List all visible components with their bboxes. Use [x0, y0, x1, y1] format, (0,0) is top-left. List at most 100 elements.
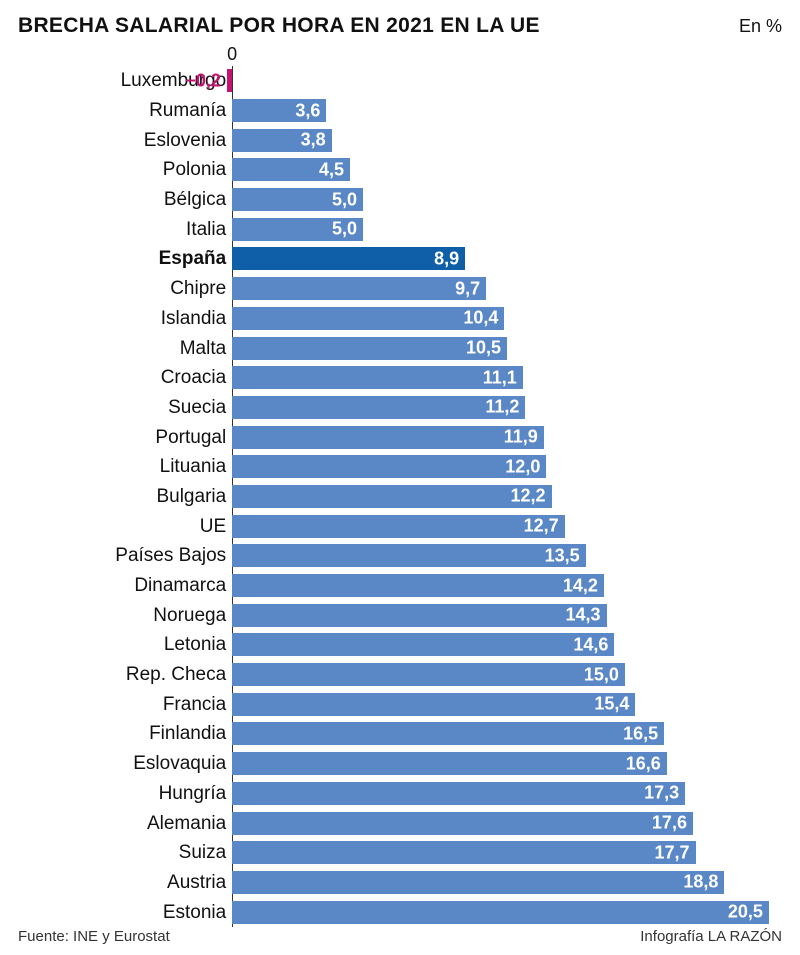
- bar: 11,2: [232, 396, 525, 419]
- credit-text: Infografía LA RAZÓN: [640, 928, 782, 945]
- bar-label: Suecia: [168, 398, 232, 417]
- bar: 8,9: [232, 247, 465, 270]
- bar-row: Lituania12,0: [18, 452, 782, 482]
- bar-row: UE12,7: [18, 511, 782, 541]
- bar-value: 8,9: [434, 248, 459, 269]
- bar: 12,0: [232, 455, 546, 478]
- bar-value: 3,6: [295, 100, 320, 121]
- source-text: Fuente: INE y Eurostat: [18, 928, 170, 945]
- bar-label: España: [159, 249, 233, 268]
- bar-row: Letonia14,6: [18, 630, 782, 660]
- bar-row: Luxemburgo−0,2: [18, 66, 782, 96]
- bar: 12,2: [232, 485, 551, 508]
- bar-label: Islandia: [161, 309, 233, 328]
- bar-label: Polonia: [163, 160, 232, 179]
- bar-label: Croacia: [161, 368, 232, 387]
- bar-label: Hungría: [159, 784, 233, 803]
- bar-label: UE: [200, 517, 232, 536]
- bar-value: 14,2: [563, 575, 598, 596]
- bar-row: Bulgaria 12,2: [18, 482, 782, 512]
- bar-label: Francia: [163, 695, 232, 714]
- bar-row: Finlandia16,5: [18, 719, 782, 749]
- bar: 17,3: [232, 782, 685, 805]
- bar: 14,3: [232, 604, 606, 627]
- bar-label: Alemania: [147, 814, 232, 833]
- bar-value: 10,4: [463, 308, 498, 329]
- bar-label: Finlandia: [149, 724, 232, 743]
- bar-row: Eslovaquia16,6: [18, 749, 782, 779]
- bar: 15,0: [232, 663, 625, 686]
- bar: 3,6: [232, 99, 326, 122]
- bar-value: 11,2: [485, 397, 519, 418]
- bar-row: Suiza 17,7: [18, 838, 782, 868]
- bar-row: Dinamarca 14,2: [18, 571, 782, 601]
- bar-label: Bélgica: [164, 190, 232, 209]
- bar-label: Italia: [186, 220, 232, 239]
- bar-value: 3,8: [301, 130, 326, 151]
- bar: 14,6: [232, 633, 614, 656]
- bar-label: Suiza: [179, 843, 233, 862]
- bar-row: Estonia20,5: [18, 897, 782, 927]
- bar-row: Noruega 14,3: [18, 600, 782, 630]
- bar-value: 12,0: [505, 456, 540, 477]
- bar: 5,0: [232, 188, 363, 211]
- bar-value: 13,5: [545, 545, 580, 566]
- bar-value: 11,1: [483, 367, 517, 388]
- bar: 13,5: [232, 544, 585, 567]
- bar-value: 15,0: [584, 664, 619, 685]
- bar: 16,6: [232, 752, 667, 775]
- chart-area: 0 Luxemburgo−0,2Rumanía3,6 Eslovenia 3,8 Po…: [0, 44, 800, 927]
- bar-row: Eslovenia 3,8: [18, 125, 782, 155]
- bar: 5,0: [232, 218, 363, 241]
- bar-value: 14,3: [566, 605, 601, 626]
- bar-label: Países Bajos: [115, 546, 232, 565]
- bar: −0,2: [227, 69, 232, 92]
- bar-label: Letonia: [164, 635, 232, 654]
- bar-row: Francia15,4: [18, 689, 782, 719]
- bar-value: −0,2: [185, 70, 227, 91]
- bar-row: Polonia 4,5: [18, 155, 782, 185]
- bar-row: Rumanía3,6: [18, 96, 782, 126]
- bar-value: 5,0: [332, 189, 357, 210]
- bar-label: Austria: [167, 873, 232, 892]
- bar-row: Malta 10,5: [18, 333, 782, 363]
- bar-label: Noruega: [153, 606, 232, 625]
- bar-label: Rep. Checa: [126, 665, 232, 684]
- bar-row: Portugal11,9: [18, 422, 782, 452]
- bar-label: Dinamarca: [134, 576, 232, 595]
- bar: 10,5: [232, 337, 507, 360]
- bar: 9,7: [232, 277, 486, 300]
- bar-value: 4,5: [319, 159, 344, 180]
- bar-chart: Luxemburgo−0,2Rumanía3,6 Eslovenia 3,8 Polo…: [18, 66, 782, 927]
- chart-header: BRECHA SALARIAL POR HORA EN 2021 EN LA U…: [0, 0, 800, 44]
- chart-title: BRECHA SALARIAL POR HORA EN 2021 EN LA U…: [18, 14, 540, 38]
- bar-value: 12,2: [511, 486, 546, 507]
- bar-row: España 8,9: [18, 244, 782, 274]
- bar: 11,9: [232, 426, 544, 449]
- bar-value: 5,0: [332, 219, 357, 240]
- bar-row: Chipre 9,7: [18, 274, 782, 304]
- bar: 18,8: [232, 871, 724, 894]
- bar-label: Eslovenia: [144, 131, 232, 150]
- bar-label: Malta: [180, 339, 232, 358]
- bar-label: Chipre: [170, 279, 232, 298]
- bar-value: 9,7: [455, 278, 480, 299]
- bar-row: Países Bajos 13,5: [18, 541, 782, 571]
- bar: 20,5: [232, 901, 769, 924]
- bar: 16,5: [232, 722, 664, 745]
- bar-value: 17,3: [644, 783, 679, 804]
- bar: 3,8: [232, 129, 331, 152]
- bar-value: 11,9: [504, 427, 538, 448]
- bar-label: Bulgaria: [156, 487, 232, 506]
- bar: 4,5: [232, 158, 350, 181]
- bar: 10,4: [232, 307, 504, 330]
- bar-label: Eslovaquia: [133, 754, 232, 773]
- bar-row: Bélgica 5,0: [18, 185, 782, 215]
- bar-value: 17,7: [655, 842, 690, 863]
- bar-row: Alemania17,6: [18, 808, 782, 838]
- axis-zero-label: 0: [227, 44, 237, 65]
- bar-row: Croacia 11,1: [18, 363, 782, 393]
- bar-value: 10,5: [466, 338, 501, 359]
- bar-value: 20,5: [728, 902, 763, 923]
- bar: 12,7: [232, 515, 565, 538]
